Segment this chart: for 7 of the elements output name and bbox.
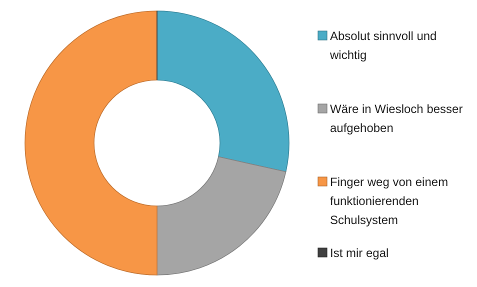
- legend-label: Absolut sinnvoll und wichtig: [329, 29, 437, 62]
- donut-slice: [156, 156, 286, 276]
- donut-slice: [24, 10, 158, 276]
- legend-label: Ist mir egal: [330, 246, 389, 260]
- legend-label: Wäre in Wiesloch besser aufgehoben: [330, 102, 463, 135]
- donut-slice: [156, 10, 290, 172]
- legend-label: Finger weg von einem funktionierenden Schulsystem: [330, 175, 448, 227]
